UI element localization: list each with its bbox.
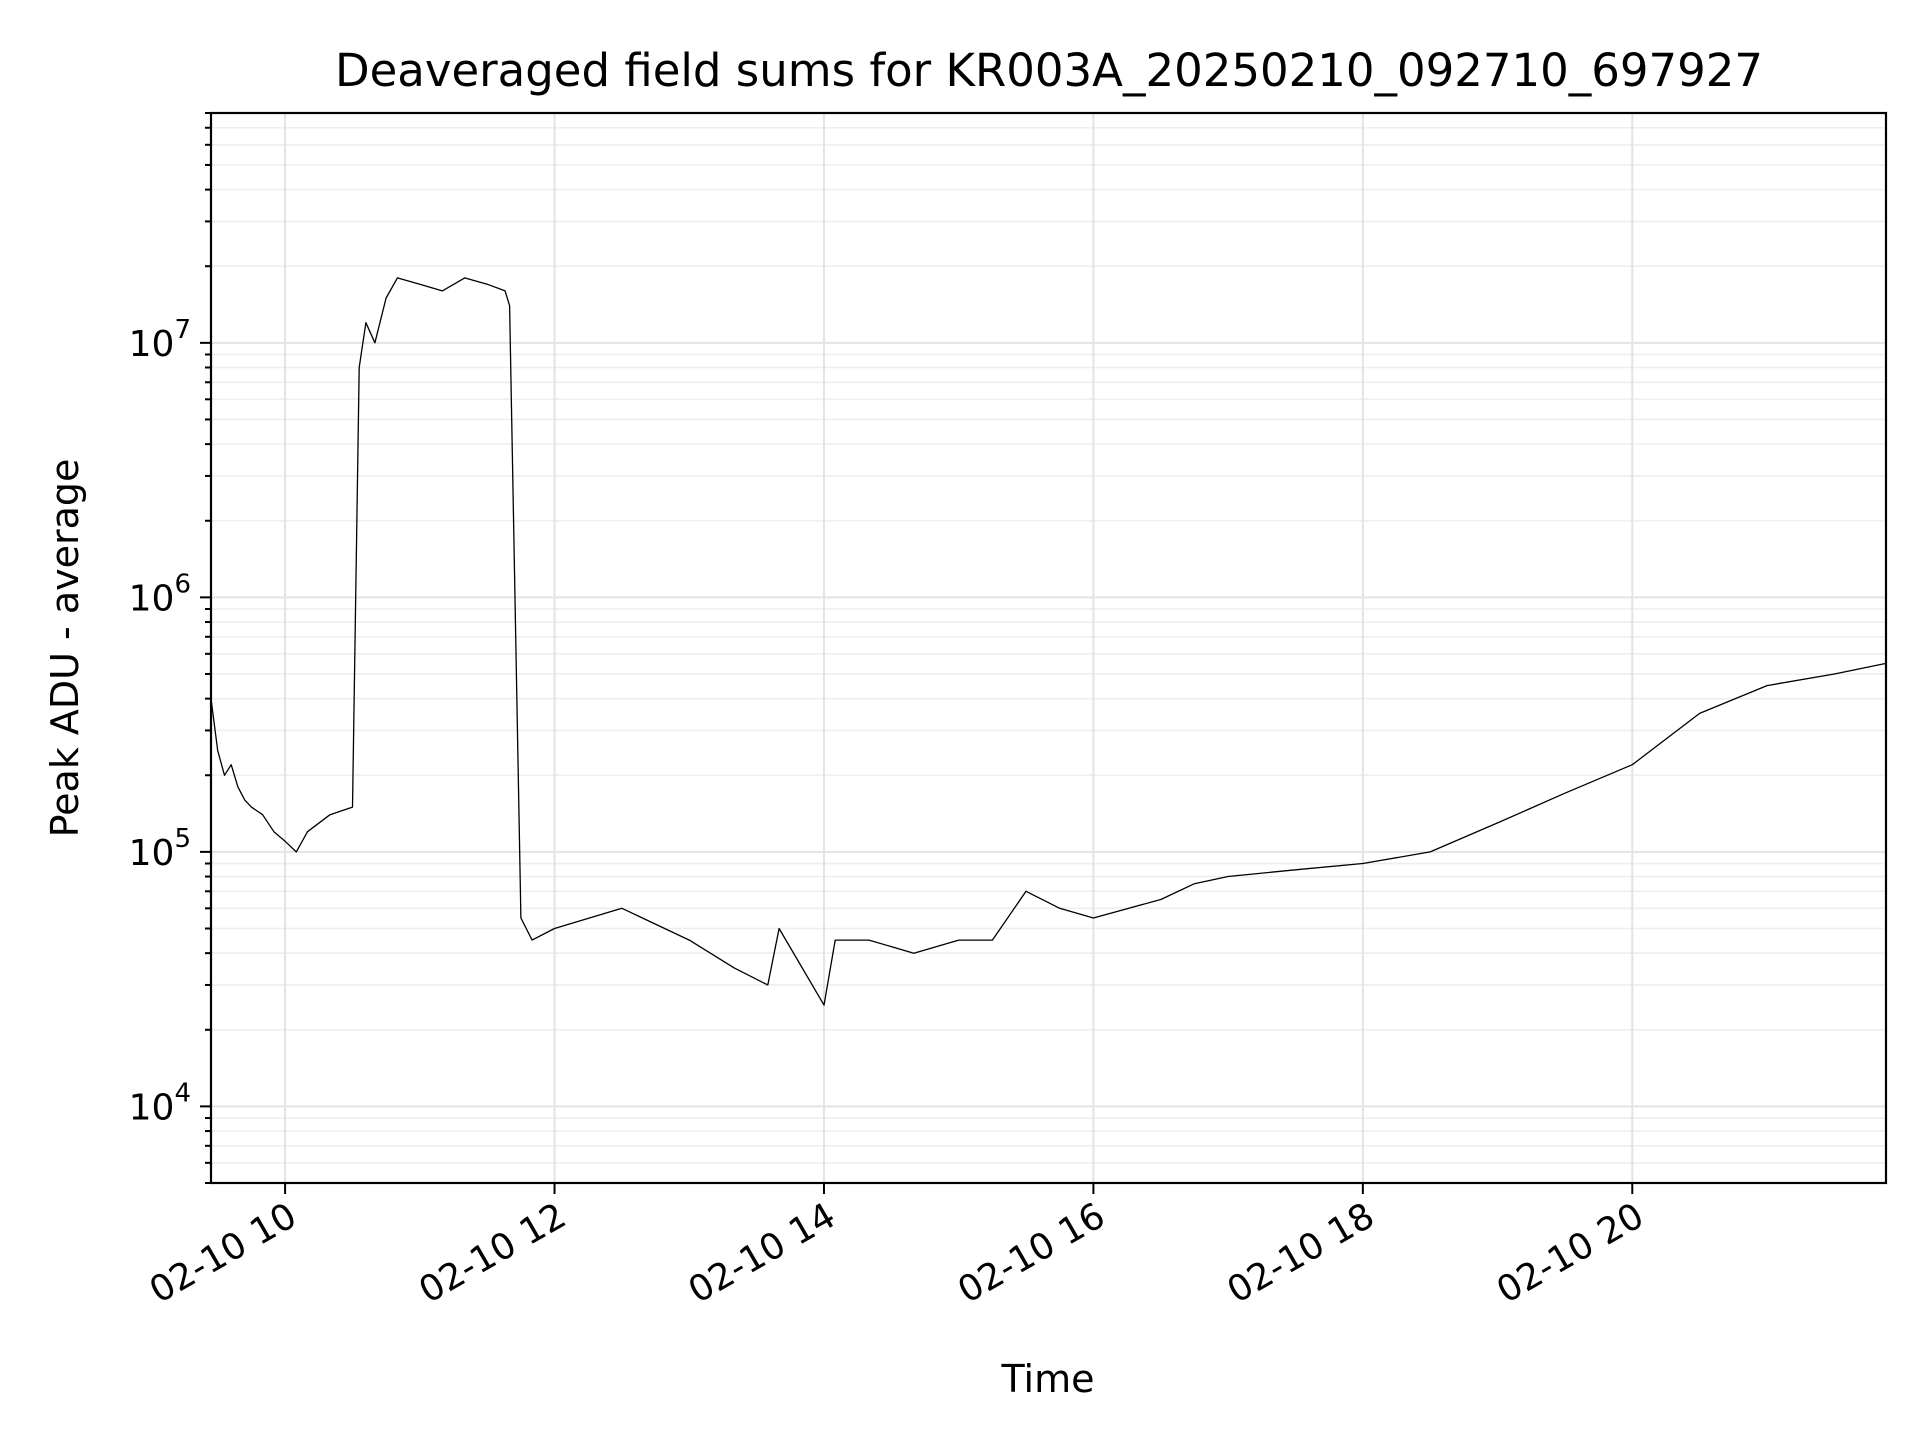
x-tick-label: 02-10 20	[1490, 1195, 1651, 1311]
series-layer	[210, 277, 1887, 1006]
y-tick-label: 107	[129, 315, 191, 365]
x-tick-label: 02-10 16	[951, 1195, 1112, 1311]
x-tick-label: 02-10 10	[143, 1195, 304, 1311]
y-tick-label: 105	[129, 824, 191, 874]
x-axis: 02-10 10 02-10 12 02-10 14 02-10 16 02-10 18…	[143, 1183, 1651, 1312]
x-tick-label: 02-10 18	[1221, 1195, 1382, 1311]
grid	[211, 112, 1886, 1184]
x-tick-label: 02-10 12	[412, 1195, 573, 1311]
y-axis-label: Peak ADU - average	[43, 459, 87, 838]
y-axis: 104 105 106 107	[129, 112, 211, 1184]
series-line-1	[210, 277, 1887, 1006]
x-tick-label: 02-10 14	[682, 1195, 843, 1311]
plot-frame	[209, 111, 1888, 1185]
x-axis-label: Time	[1001, 1357, 1095, 1401]
y-tick-label: 104	[129, 1078, 191, 1128]
chart-title: Deaveraged field sums for KR003A_2025021…	[335, 44, 1763, 97]
y-tick-label: 106	[129, 569, 191, 619]
